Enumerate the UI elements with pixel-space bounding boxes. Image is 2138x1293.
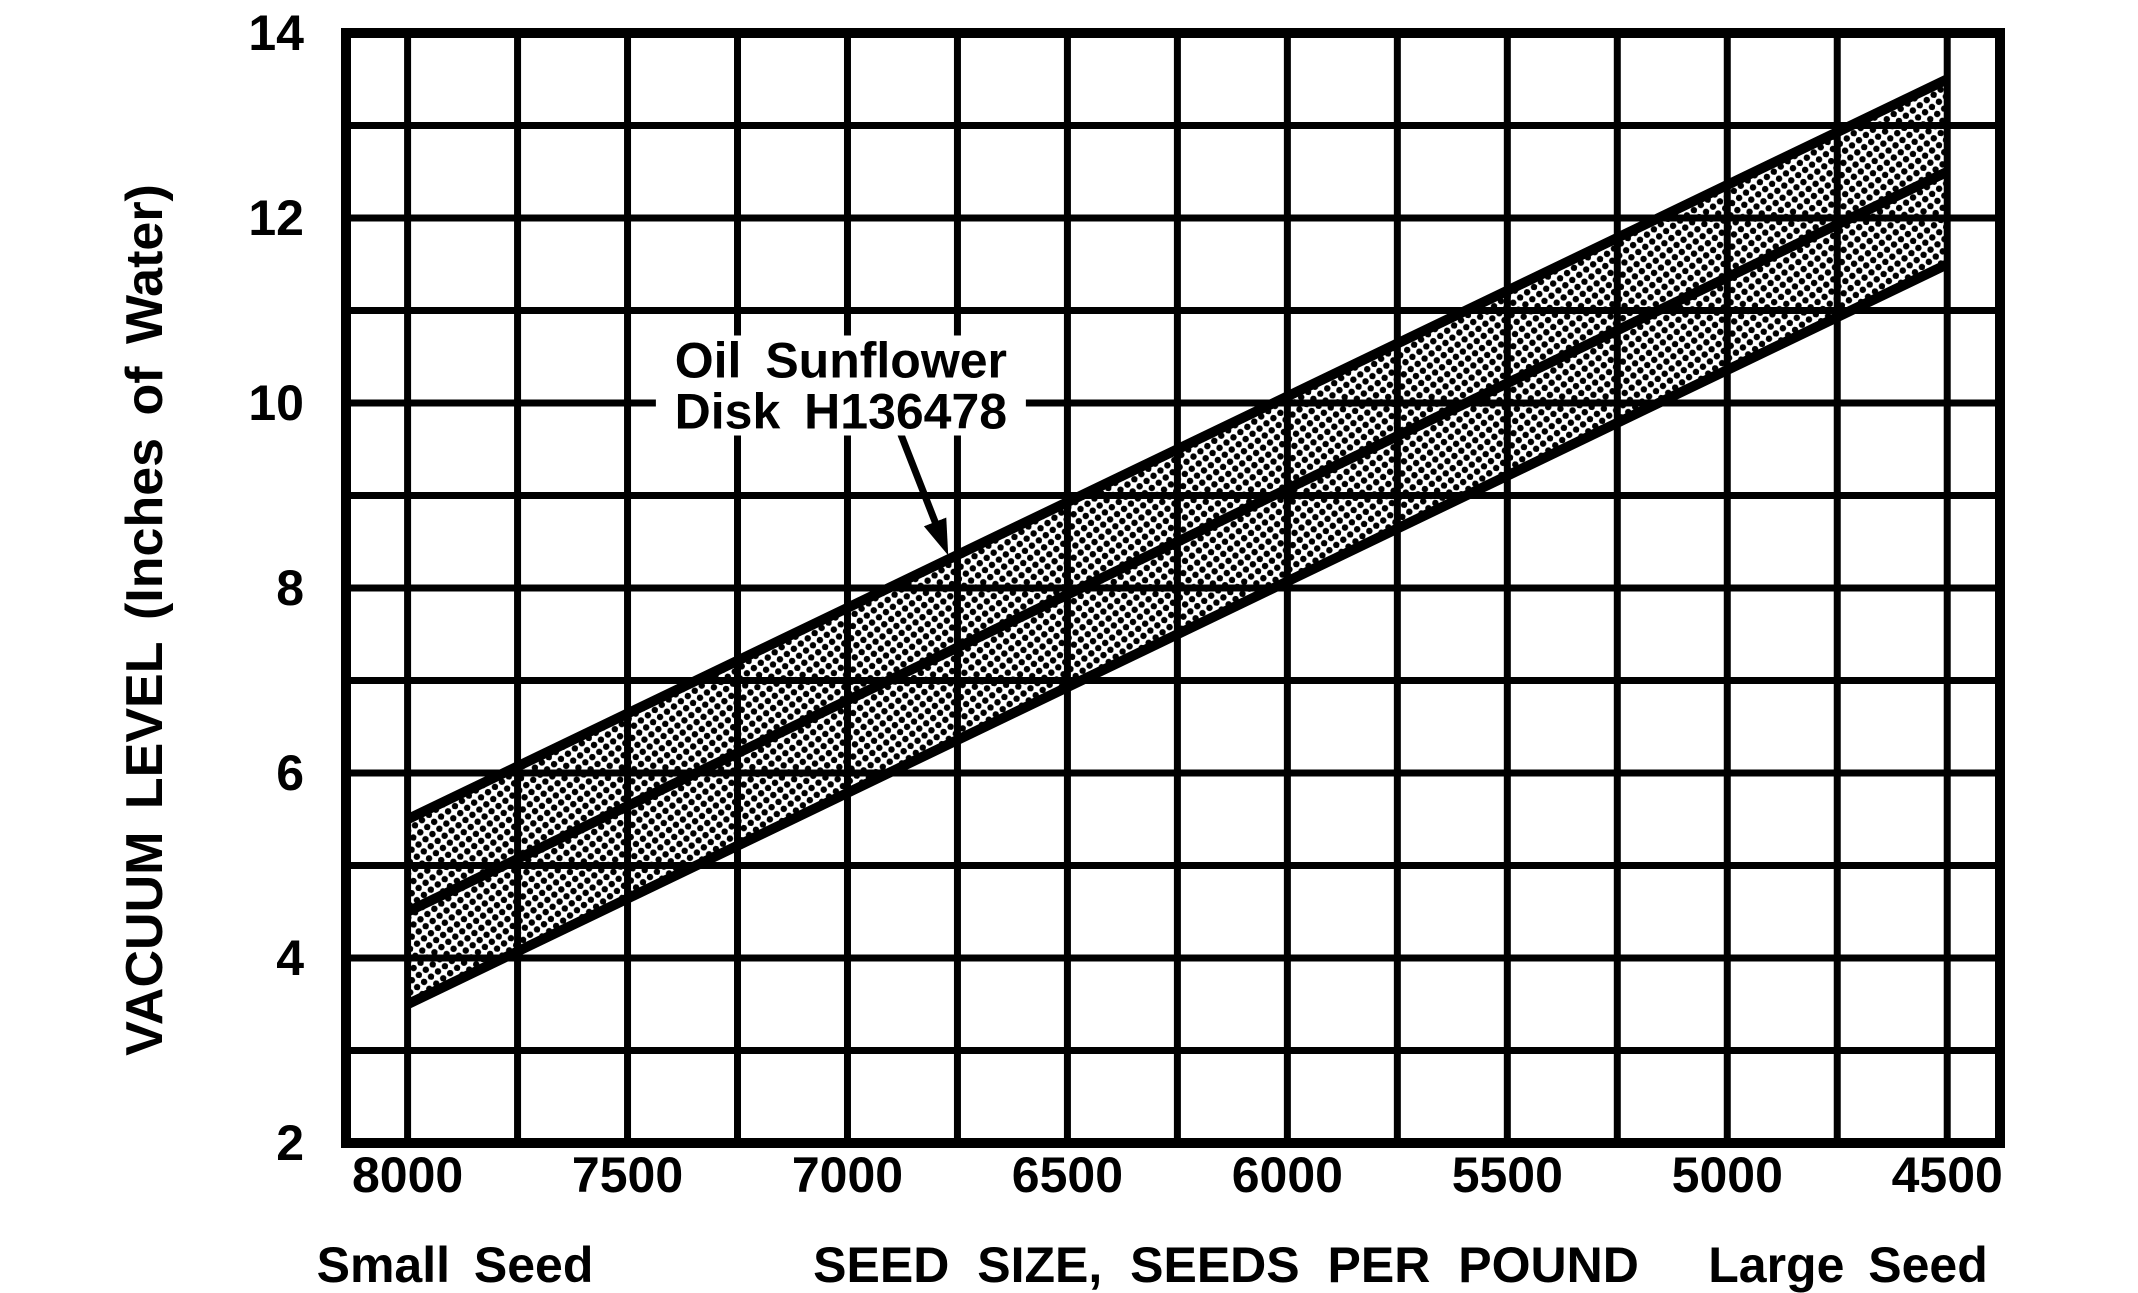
annotation-text-line1: Oil Sunflower [675,333,1007,389]
caption-small-seed: Small Seed [317,1237,594,1293]
annotation-mask-line2 [655,383,1026,436]
caption-large-seed: Large Seed [1708,1237,1988,1293]
y-tick-label: 4 [276,930,304,986]
y-tick-label: 8 [276,560,304,616]
x-axis-label: SEED SIZE, SEEDS PER POUND [813,1237,1639,1293]
y-tick-label: 6 [276,745,304,801]
annotation-arrow [894,424,949,556]
x-tick-label: 8000 [352,1147,463,1203]
x-tick-label: 6500 [1012,1147,1123,1203]
gridlines [346,33,2000,1143]
x-tick-label: 5500 [1452,1147,1563,1203]
x-tick-label: 4500 [1892,1147,2003,1203]
y-tick-label: 10 [248,375,304,431]
band-upper-line [405,74,1950,824]
annotation-mask-line1 [667,335,1014,386]
x-tick-label: 7500 [572,1147,683,1203]
plot-border [341,28,2005,1148]
annotation-text-line2: Disk H136478 [675,384,1007,440]
band-middle-line [405,167,1950,917]
y-axis-label: VACUUM LEVEL (Inches of Water) [116,184,174,1056]
y-tick-label: 14 [248,5,304,61]
y-tick-label: 2 [276,1115,304,1171]
x-tick-label: 6000 [1232,1147,1343,1203]
x-tick-label: 5000 [1672,1147,1783,1203]
band-lower-line [405,259,1950,1009]
y-tick-label: 12 [248,190,304,246]
x-tick-label: 7000 [792,1147,903,1203]
